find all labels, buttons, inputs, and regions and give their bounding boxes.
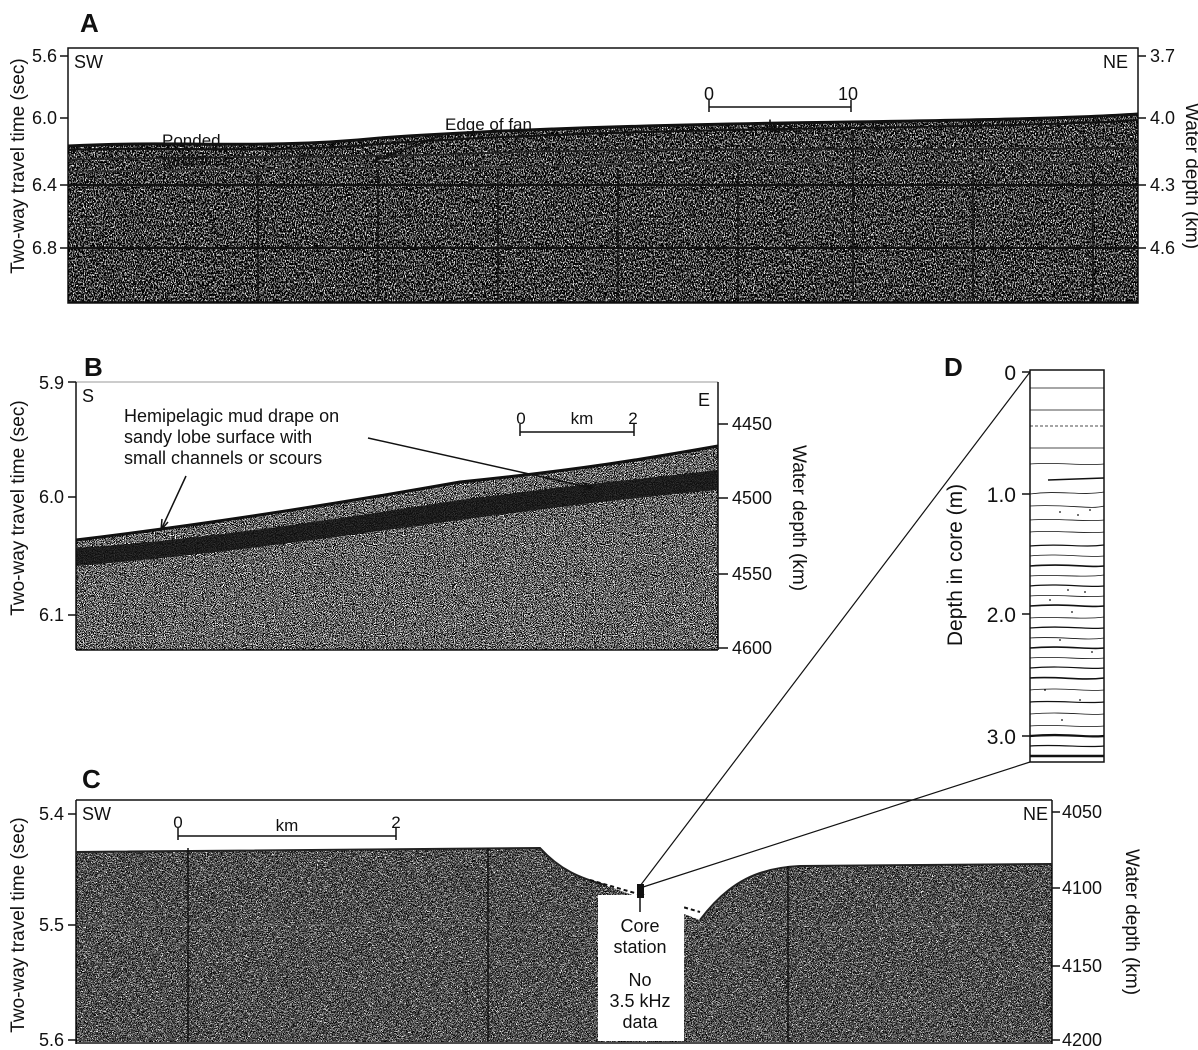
panel-a-left-axis-title: Two-way travel time (sec) (8, 58, 29, 273)
panel-d-depth-tick: 2.0 (987, 604, 1016, 627)
panel-c-no-data-label: No (628, 970, 651, 990)
panel-d: D (944, 352, 1105, 763)
panel-c-no-data-label-2: 3.5 kHz (609, 991, 670, 1011)
panel-a-seismic-record (68, 112, 1138, 303)
panel-c-scale-start: 0 (173, 813, 182, 832)
panel-d-depth-tick: 0 (1004, 362, 1016, 385)
panel-a-right-tick: 3.7 (1150, 46, 1175, 66)
panel-b-right-tick: 4600 (732, 638, 772, 658)
panel-c-left-axis: 5.4 5.5 5.6 Two-way travel time (sec) (8, 804, 76, 1050)
panel-b-annotation-line3: small channels or scours (124, 448, 322, 468)
panel-a-left-tick: 6.0 (32, 108, 57, 128)
panel-c-core-station-label-2: station (613, 937, 666, 957)
panel-a-left-tick: 5.6 (32, 46, 57, 66)
panel-c-right-axis-title: Water depth (km) (1121, 849, 1142, 995)
panel-a-scale-bar: 0 10 km (704, 84, 858, 137)
panel-a-annotation-ponded: Ponded (162, 131, 221, 150)
panel-c-right-tick: 4200 (1062, 1030, 1102, 1050)
panel-a-label: A (80, 8, 99, 38)
panel-c-right-tick: 4150 (1062, 956, 1102, 976)
panel-a-direction-left: SW (74, 52, 103, 72)
arrow-icon (160, 518, 169, 531)
panel-b-right-tick: 4450 (732, 414, 772, 434)
panel-b-annotation-line1: Hemipelagic mud drape on (124, 406, 339, 426)
core-connector-bottom (639, 761, 1031, 889)
panel-a-edge-pointer (371, 135, 441, 163)
panel-b-left-axis-title: Two-way travel time (sec) (8, 400, 29, 615)
panel-a: A (8, 8, 1198, 304)
panel-c-label: C (82, 764, 101, 794)
panel-c-scale-bar: 0 2 km (173, 813, 401, 840)
panel-c-left-tick: 5.5 (39, 915, 64, 935)
panel-a-left-axis: 5.6 6.0 6.4 6.8 Two-way travel time (sec… (8, 46, 68, 274)
panel-c-left-tick: 5.6 (39, 1030, 64, 1050)
panel-c-core-station-label: Core (620, 916, 659, 936)
panel-c-right-tick: 4100 (1062, 878, 1102, 898)
arrow-icon (581, 481, 593, 491)
panel-b: B 5.9 6.0 6.1 Two-way (8, 352, 809, 658)
panel-b-scale-start: 0 (516, 409, 525, 428)
panel-a-right-tick: 4.0 (1150, 108, 1175, 128)
panel-d-depth-axis: 0 1.0 2.0 3.0 Depth in core (m) (944, 362, 1030, 749)
panel-d-sand-stipple (1044, 509, 1093, 721)
panel-a-right-axis-title: Water depth (km) (1181, 103, 1198, 249)
panel-c-seismic-record (75, 846, 1053, 1042)
panel-d-core-layers (1029, 387, 1105, 758)
panel-b-direction-left: S (82, 386, 94, 406)
panel-d-label: D (944, 352, 963, 382)
panel-a-scale-start: 0 (704, 84, 714, 104)
panel-a-left-tick: 6.8 (32, 238, 57, 258)
panel-b-right-axis-title: Water depth (km) (788, 445, 809, 591)
panel-b-right-axis: 4450 4500 4550 4600 Water depth (km) (718, 414, 809, 658)
panel-a-right-tick: 4.3 (1150, 175, 1175, 195)
panel-b-seismic-record (75, 444, 719, 650)
arrow-icon (371, 155, 382, 163)
panel-c-left-axis-title: Two-way travel time (sec) (8, 817, 29, 1032)
panel-c-direction-right: NE (1023, 804, 1048, 824)
panel-d-depth-axis-title: Depth in core (m) (944, 484, 967, 646)
panel-c-scale-end: 2 (391, 813, 400, 832)
panel-c-left-tick: 5.4 (39, 804, 64, 824)
panel-b-right-tick: 4500 (732, 488, 772, 508)
panel-c-scale-unit: km (276, 816, 299, 835)
panel-b-right-tick: 4550 (732, 564, 772, 584)
panel-d-depth-tick: 1.0 (987, 484, 1016, 507)
panel-c: C Core station No 3.5 kHz data 5.4 (8, 764, 1142, 1050)
panel-a-direction-right: NE (1103, 52, 1128, 72)
core-station-marker (637, 884, 644, 898)
panel-b-left-tick: 5.9 (39, 373, 64, 393)
panel-d-depth-tick: 3.0 (987, 726, 1016, 749)
panel-c-direction-left: SW (82, 804, 111, 824)
panel-b-drape-pointer (367, 437, 593, 489)
panel-a-right-axis: 3.7 4.0 4.3 4.6 Water depth (km) (1138, 46, 1198, 258)
panel-b-scale-unit: km (571, 409, 594, 428)
panel-b-left-axis: 5.9 6.0 6.1 Two-way travel time (sec) (8, 373, 76, 625)
panel-c-right-tick: 4050 (1062, 802, 1102, 822)
panel-b-scale-bar: 0 2 km (516, 409, 638, 436)
panel-a-annotation-edge-of-fan: Edge of fan (445, 115, 532, 134)
panel-a-scale-unit: km (768, 117, 792, 137)
panel-a-scale-end: 10 (838, 84, 858, 104)
panel-b-label: B (84, 352, 103, 382)
panel-b-left-tick: 6.0 (39, 487, 64, 507)
panel-c-right-axis: 4050 4100 4150 4200 Water depth (km) (1052, 802, 1142, 1050)
panel-a-annotation-turbidites: turbidites (162, 151, 231, 170)
panel-b-scour-pointer (160, 475, 187, 531)
panel-b-annotation-line2: sandy lobe surface with (124, 427, 312, 447)
panel-b-scale-end: 2 (628, 409, 637, 428)
panel-b-left-tick: 6.1 (39, 605, 64, 625)
panel-a-right-tick: 4.6 (1150, 238, 1175, 258)
panel-c-no-data-label-3: data (622, 1012, 658, 1032)
panel-a-left-tick: 6.4 (32, 175, 57, 195)
panel-b-direction-right: E (698, 390, 710, 410)
